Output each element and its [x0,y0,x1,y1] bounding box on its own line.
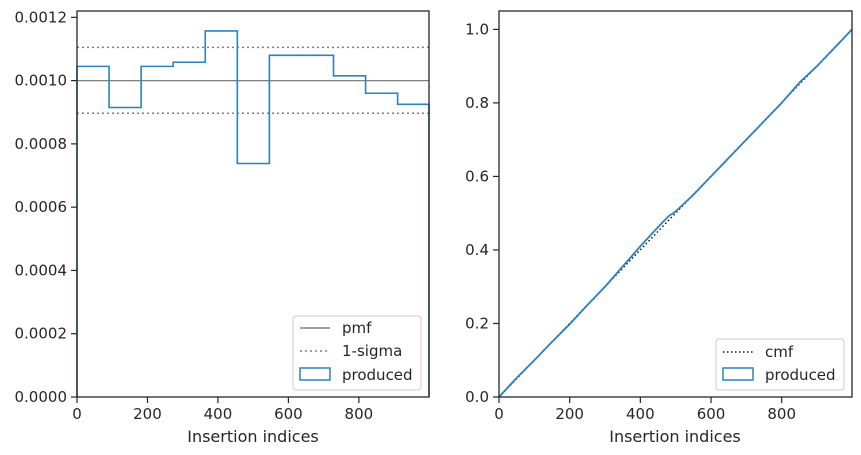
pmf-panel: 0 200 400 600 800 0.00000.00020.00040.00060.… [15,8,430,446]
cmf-x-tick-label: 0 [494,405,504,423]
pmf-y-tick-label: 0.0008 [15,135,68,153]
cmf-y-tick-label: 1.0 [465,20,489,38]
pmf-y-tick-label: 0.0012 [15,8,68,26]
produced-cdf-line [498,28,853,398]
legend-produced-swatch [299,367,331,381]
pmf-legend: pmf 1-sigma produced [292,315,422,391]
legend-cmf-produced-swatch [722,367,754,381]
cmf-x-tick-label: 600 [697,405,726,423]
produced-histogram [76,30,430,397]
legend-sigma-label: 1-sigma [342,342,402,360]
pmf-x-tick-label: 600 [274,405,303,423]
legend-cmf-produced-label: produced [765,366,836,384]
pmf-plot-area [76,30,430,397]
pmf-y-tick-label: 0.0006 [15,198,68,216]
cmf-x-tick-label: 200 [555,405,584,423]
legend-produced-label: produced [342,366,413,384]
pmf-axes-frame [76,10,430,398]
pmf-y-tick-label: 0.0002 [15,325,68,343]
cmf-y-ticks: 0.0 0.2 0.4 0.6 0.8 1.0 [465,20,499,406]
pmf-y-tick-label: 0.0000 [15,388,68,406]
cmf-legend: cmf produced [715,338,845,391]
pmf-y-tick-label: 0.0004 [15,261,68,279]
cmf-plot-area [498,28,853,398]
pmf-x-tick-label: 800 [345,405,374,423]
cmf-y-tick-label: 0.4 [465,241,489,259]
legend-cmf-label: cmf [765,343,794,361]
pmf-y-tick-label: 0.0010 [15,72,68,90]
cmf-x-tick-label: 800 [767,405,796,423]
cmf-y-tick-label: 0.2 [465,314,489,332]
pmf-x-ticks: 0 200 400 600 800 [72,397,373,423]
cmf-panel: 0 200 400 600 800 0.0 0.2 0.4 0.6 0.8 1.0 Inserti… [465,10,853,446]
cmf-x-tick-label: 400 [626,405,655,423]
legend-pmf-label: pmf [342,319,372,337]
cmf-axes-frame [498,10,853,398]
pmf-x-axis-label: Insertion indices [187,427,319,446]
pmf-x-tick-label: 0 [72,405,82,423]
pmf-x-tick-label: 200 [133,405,162,423]
cmf-y-tick-label: 0.8 [465,94,489,112]
cmf-x-ticks: 0 200 400 600 800 [494,397,796,423]
cmf-x-axis-label: Insertion indices [609,427,741,446]
pmf-legend-box [292,315,422,391]
pmf-y-ticks: 0.0000 0.0002 0.0004 0.0006 0.0008 0.0010 0.00… [15,8,77,406]
pmf-x-tick-label: 400 [204,405,233,423]
cmf-y-tick-label: 0.6 [465,167,489,185]
cmf-y-tick-label: 0.0 [465,388,489,406]
